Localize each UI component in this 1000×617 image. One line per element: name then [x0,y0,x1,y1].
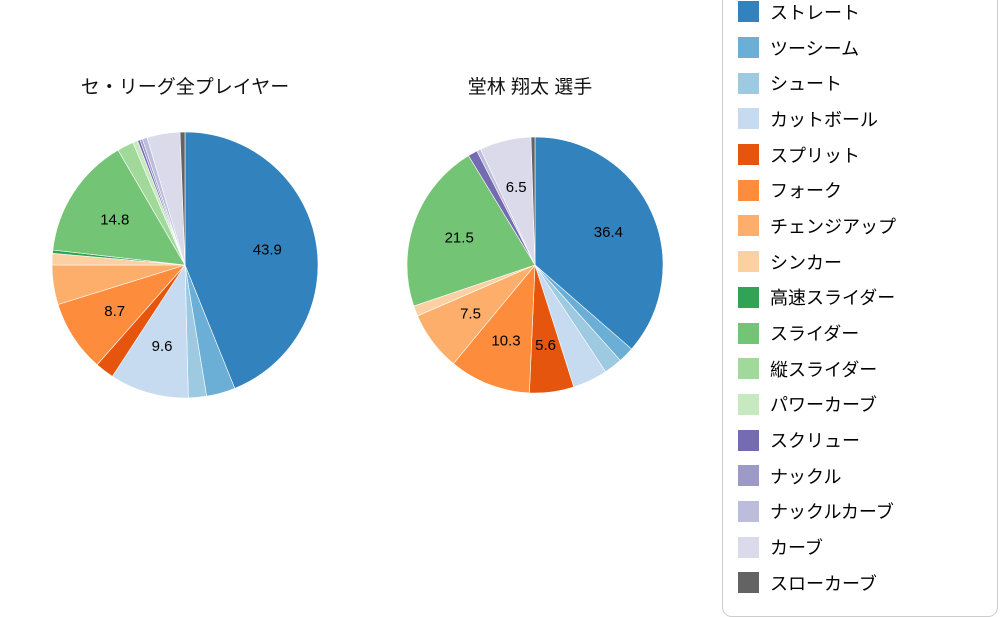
legend-swatch [738,144,759,166]
pie-label: 9.6 [152,338,173,355]
legend-label: ツーシーム [770,38,860,59]
legend-label: スクリュー [770,431,860,452]
legend-label: ナックルカーブ [770,502,894,523]
pie-slice [111,264,189,398]
left-pie-chart: 43.9 9.6 8.7 14.8 [52,132,318,398]
pie-label: 5.6 [535,337,556,354]
legend-item: チェンジアップ [738,208,997,244]
legend-item: スプリット [738,137,997,173]
pie-label: 36.4 [594,224,623,241]
legend-label: フォーク [770,181,842,202]
legend-item: 高速スライダー [738,280,997,316]
legend-item: ナックル [738,458,997,494]
legend-swatch [738,322,759,344]
right-pie-chart: 36.4 5.6 10.3 7.5 21.5 6.5 [407,137,663,393]
pie-slice [184,132,318,389]
legend-swatch [738,286,759,308]
legend-label: チェンジアップ [770,216,896,237]
legend-swatch [738,358,759,380]
legend-item: フォーク [738,172,997,208]
pie-label: 7.5 [460,306,481,323]
pie-slice [407,155,536,307]
legend-swatch [738,37,759,59]
right-pie-title: 堂林 翔太 選手 [467,77,593,98]
pie-slice [179,132,186,266]
legend-swatch [738,500,759,522]
pie-label: 6.5 [506,179,527,196]
legend-label: スプリット [770,145,860,166]
legend-label: スライダー [770,324,860,345]
pitch-type-legend: ストレートツーシームシュートカットボール スプリットフォークチェンジアップ シンカー… [722,0,998,617]
legend-label: シュート [770,74,842,95]
legend-label: ナックル [770,466,842,487]
legend-label: スローカーブ [770,573,877,594]
legend-label: シンカー [770,252,842,273]
legend-swatch [738,429,759,451]
legend-item: ナックルカーブ [738,494,997,530]
legend-item: カットボール [738,101,997,137]
legend-swatch [738,251,759,273]
pie-slice [530,137,536,266]
legend-swatch [738,179,759,201]
pie-label: 8.7 [104,303,125,320]
pie-label: 21.5 [445,230,474,247]
legend-swatch [738,72,759,94]
pie-slice [534,137,663,350]
legend-label: 縦スライダー [770,359,878,380]
legend-item: シンカー [738,244,997,280]
legend-label: 高速スライダー [770,288,896,309]
pie-label: 10.3 [491,333,520,350]
legend-item: 縦スライダー [738,351,997,387]
legend-swatch [738,215,759,237]
legend-label: パワーカーブ [770,395,877,416]
legend-item: ツーシーム [738,30,997,66]
legend-swatch [738,572,759,594]
legend-swatch [738,536,759,558]
legend-item: スライダー [738,315,997,351]
legend-item: スローカーブ [738,565,997,601]
pie-slice [52,149,186,266]
pie-slice [452,264,536,393]
legend-swatch [738,1,759,23]
legend-label: カーブ [770,538,823,559]
legend-item: カーブ [738,529,997,565]
legend-label: ストレート [770,2,860,23]
left-pie-title: セ・リーグ全プレイヤー [80,77,290,98]
pie-label: 14.8 [100,211,129,228]
legend-item: パワーカーブ [738,387,997,423]
legend-item: シュート [738,65,997,101]
legend-item: スクリュー [738,422,997,458]
legend-swatch [738,393,759,415]
pie-label: 43.9 [253,241,282,258]
legend-label: カットボール [770,109,878,130]
legend-swatch [738,465,759,487]
legend-item: ストレート [738,0,997,30]
legend-swatch [738,108,759,130]
